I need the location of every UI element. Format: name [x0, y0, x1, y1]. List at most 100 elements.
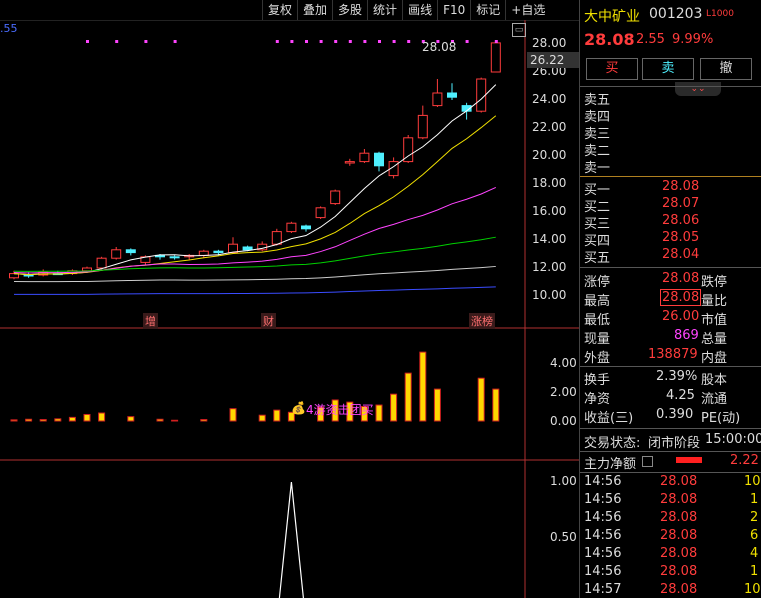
- volume-tick: 0.00: [550, 414, 577, 428]
- indicator-value-label: .55: [0, 22, 18, 35]
- volume-bar: [331, 399, 339, 422]
- ma20-line: [13, 186, 497, 274]
- last-price: 28.08: [584, 30, 635, 49]
- ma5-line: [13, 84, 497, 276]
- net-asset-value: 4.25: [666, 388, 695, 403]
- price-change-pct: 9.99%: [672, 32, 714, 47]
- volume-tick: 2.00: [550, 385, 577, 399]
- level-tag: L1000: [706, 9, 734, 19]
- candle-body: [301, 225, 311, 230]
- low-label: 最低: [584, 313, 611, 328]
- ma10-line: [13, 115, 497, 276]
- collapse-icon[interactable]: ▭: [512, 23, 526, 37]
- volume-bar: [54, 418, 62, 422]
- volume-bar: [492, 388, 500, 422]
- ask-label: 卖三: [584, 127, 611, 142]
- limit-up-label: 涨停: [584, 275, 611, 290]
- toolbar-statistics-button[interactable]: 统计: [367, 0, 402, 20]
- tick-time: 14:56: [584, 510, 622, 525]
- moving-average-lines: [13, 84, 497, 295]
- signal-dot: [334, 40, 338, 43]
- price-tick: 12.00: [532, 260, 567, 274]
- tick-price: 28.08: [660, 546, 698, 561]
- toolbar-f10-button[interactable]: F10: [437, 0, 470, 20]
- signal-dot: [465, 40, 469, 43]
- quote-panel: 大中矿业 001203 L1000 28.08 2.55 9.99% 买 卖 撤…: [579, 0, 761, 598]
- volume-bar: [200, 419, 208, 422]
- high-label: 最高: [584, 294, 611, 309]
- price-tick: 16.00: [532, 204, 567, 218]
- bid-price[interactable]: 28.06: [662, 213, 700, 228]
- kline-chart[interactable]: [0, 20, 579, 598]
- toolbar-add-watchlist-button[interactable]: +自选: [505, 0, 550, 20]
- signal-dot: [494, 40, 498, 43]
- event-label[interactable]: 财: [261, 313, 276, 329]
- tick-price: 28.08: [660, 492, 698, 507]
- total-volume-label: 总量: [701, 332, 728, 347]
- tick-volume: 1: [750, 564, 759, 579]
- toolbar-draw-line-button[interactable]: 画线: [402, 0, 437, 20]
- candle-body: [359, 152, 370, 163]
- tick-time: 14:56: [584, 564, 622, 579]
- main-flow-bar: [676, 457, 702, 463]
- signal-dot: [115, 40, 119, 43]
- buy-button[interactable]: 买: [586, 58, 638, 80]
- sell-button[interactable]: 卖: [642, 58, 694, 80]
- tick-volume: 4: [750, 546, 759, 561]
- tick-price: 28.08: [660, 582, 698, 597]
- toolbar-restore-rights-button[interactable]: 复权: [262, 0, 297, 20]
- turnover-value: 2.39%: [656, 369, 698, 384]
- bid-price[interactable]: 28.04: [662, 247, 700, 262]
- indicator-tick: 0.50: [550, 530, 577, 544]
- signal-dot: [290, 40, 294, 43]
- candle-body: [228, 243, 238, 254]
- toolbar-multi-stock-button[interactable]: 多股: [332, 0, 367, 20]
- volume-bar: [317, 406, 325, 422]
- candle-body: [125, 249, 136, 254]
- tick-time: 14:56: [584, 492, 622, 507]
- volume-bar: [433, 388, 441, 422]
- limit-up-value: 28.08: [662, 271, 700, 286]
- bid-label: 买四: [584, 234, 611, 249]
- main-flow-value: 2.22: [730, 453, 759, 468]
- chevron-down-icon[interactable]: ⌄⌄: [675, 82, 721, 96]
- signal-dot: [392, 40, 396, 43]
- bid-price[interactable]: 28.05: [662, 230, 700, 245]
- price-tick: 14.00: [532, 232, 567, 246]
- indicator-tick: 1.00: [550, 474, 577, 488]
- indicator-spike: [278, 481, 304, 598]
- eps-label: 收益(三): [584, 411, 634, 426]
- candle-body: [96, 257, 107, 269]
- candle-body: [242, 246, 253, 251]
- event-label[interactable]: 增: [143, 313, 158, 329]
- price-tick: 24.00: [532, 92, 567, 106]
- tick-price: 28.08: [660, 564, 698, 579]
- tick-volume: 2: [750, 510, 759, 525]
- signal-dot: [363, 40, 367, 43]
- event-label[interactable]: 涨榜: [469, 313, 495, 329]
- tick-volume: 1: [750, 492, 759, 507]
- limit-down-label: 跌停: [701, 275, 728, 290]
- candle-body: [330, 190, 341, 205]
- volume-bar: [156, 418, 164, 422]
- bid-price[interactable]: 28.07: [662, 196, 700, 211]
- bid-price[interactable]: 28.08: [662, 179, 700, 194]
- cancel-order-button[interactable]: 撤: [700, 58, 752, 80]
- candle-body: [198, 250, 209, 256]
- signal-dot: [144, 40, 148, 43]
- bid-label: 买二: [584, 200, 611, 215]
- tick-price: 28.08: [660, 474, 698, 489]
- volume-bar: [346, 401, 354, 422]
- candle-body: [111, 249, 122, 259]
- stock-name: 大中矿业: [584, 9, 640, 25]
- list-icon[interactable]: [642, 456, 653, 467]
- toolbar-overlay-button[interactable]: 叠加: [297, 0, 332, 20]
- ask-label: 卖二: [584, 144, 611, 159]
- volume-bar: [68, 416, 76, 422]
- candle-body: [403, 137, 414, 163]
- candle-body: [213, 250, 224, 254]
- price-tick: 28.00: [532, 36, 567, 50]
- toolbar-mark-button[interactable]: 标记: [470, 0, 505, 20]
- main-flow-label: 主力净额: [584, 457, 637, 472]
- volume-bar: [404, 372, 412, 422]
